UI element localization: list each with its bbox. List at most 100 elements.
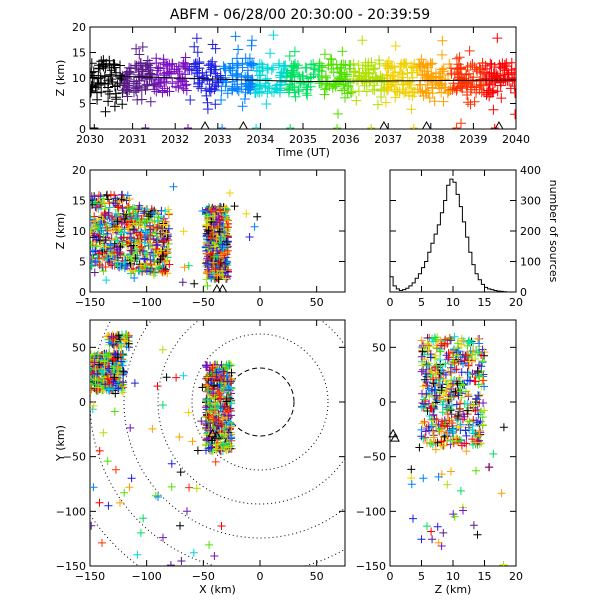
source-point xyxy=(125,195,134,203)
source-point xyxy=(156,229,165,238)
source-point xyxy=(448,437,457,446)
points-layer xyxy=(407,332,508,566)
source-point xyxy=(469,401,478,410)
source-point xyxy=(464,369,473,378)
source-point xyxy=(158,77,169,87)
source-point xyxy=(488,104,499,115)
source-point xyxy=(95,72,106,83)
source-point xyxy=(443,339,452,348)
source-point xyxy=(232,79,243,90)
x-tick-label: 2031 xyxy=(119,133,147,146)
source-point xyxy=(106,241,115,250)
source-point xyxy=(465,417,474,426)
source-point xyxy=(92,94,103,105)
source-point xyxy=(223,223,232,232)
source-point xyxy=(177,75,188,86)
y-tick-label: 20 xyxy=(72,21,86,34)
source-point xyxy=(140,207,149,216)
source-point xyxy=(222,372,231,381)
source-point xyxy=(158,267,167,276)
source-point xyxy=(302,90,313,101)
source-point xyxy=(432,415,441,424)
source-point xyxy=(111,94,122,105)
source-point xyxy=(446,368,455,376)
source-point xyxy=(450,358,459,367)
source-point xyxy=(406,67,417,78)
source-point xyxy=(510,63,516,74)
source-point xyxy=(95,360,104,369)
source-point xyxy=(99,267,108,276)
source-point xyxy=(333,108,343,119)
source-point xyxy=(452,400,461,409)
source-point xyxy=(485,79,495,90)
source-point xyxy=(158,225,167,234)
source-point xyxy=(502,75,513,86)
source-point xyxy=(217,522,226,530)
source-point xyxy=(464,45,475,56)
source-point xyxy=(154,493,162,501)
source-point xyxy=(367,84,378,95)
ground-marker xyxy=(252,124,261,129)
source-point xyxy=(361,71,372,82)
source-point xyxy=(99,381,107,390)
source-point xyxy=(239,94,250,104)
source-point xyxy=(207,443,216,452)
source-point xyxy=(203,216,212,225)
source-point xyxy=(422,389,431,398)
source-point xyxy=(455,422,464,431)
source-point xyxy=(92,203,101,212)
source-point xyxy=(94,225,103,234)
source-point xyxy=(492,86,503,97)
source-point xyxy=(429,437,438,446)
source-point xyxy=(116,498,124,507)
source-point xyxy=(146,210,155,219)
y-tick-label: 50 xyxy=(372,341,386,354)
source-point xyxy=(90,223,99,232)
source-point xyxy=(122,91,133,102)
source-point xyxy=(211,242,219,251)
source-point xyxy=(111,234,120,243)
source-point xyxy=(107,219,116,228)
source-point xyxy=(90,405,97,414)
source-point xyxy=(216,374,225,383)
source-point xyxy=(120,488,129,497)
source-point xyxy=(475,436,483,445)
source-point xyxy=(162,86,173,97)
x-tick-label: −100 xyxy=(132,570,162,583)
source-point xyxy=(201,90,212,101)
source-point xyxy=(359,74,370,85)
source-point xyxy=(429,400,438,409)
source-point xyxy=(220,203,229,212)
source-point xyxy=(479,376,488,385)
source-point xyxy=(210,252,219,261)
source-point xyxy=(193,446,202,455)
source-point xyxy=(464,337,473,346)
source-point xyxy=(156,246,165,255)
source-point xyxy=(118,361,127,370)
source-point xyxy=(93,257,101,266)
source-point xyxy=(117,195,126,204)
source-point xyxy=(463,351,471,360)
source-point xyxy=(425,426,434,435)
source-point xyxy=(207,274,216,283)
source-point xyxy=(118,204,127,213)
source-point xyxy=(95,446,104,455)
source-point xyxy=(222,360,231,369)
source-point xyxy=(176,521,184,530)
source-point xyxy=(136,528,145,537)
source-point xyxy=(154,213,163,222)
source-point xyxy=(418,347,427,356)
source-point xyxy=(222,413,231,422)
source-point xyxy=(159,533,167,542)
y-tick-label: 10 xyxy=(72,225,86,238)
trend-line xyxy=(90,74,516,83)
source-point xyxy=(90,260,95,269)
source-point xyxy=(137,42,148,52)
source-point xyxy=(140,84,151,95)
source-point xyxy=(167,482,176,491)
source-point xyxy=(446,336,455,345)
source-point xyxy=(462,431,471,440)
source-point xyxy=(328,59,339,70)
source-point xyxy=(150,78,161,89)
